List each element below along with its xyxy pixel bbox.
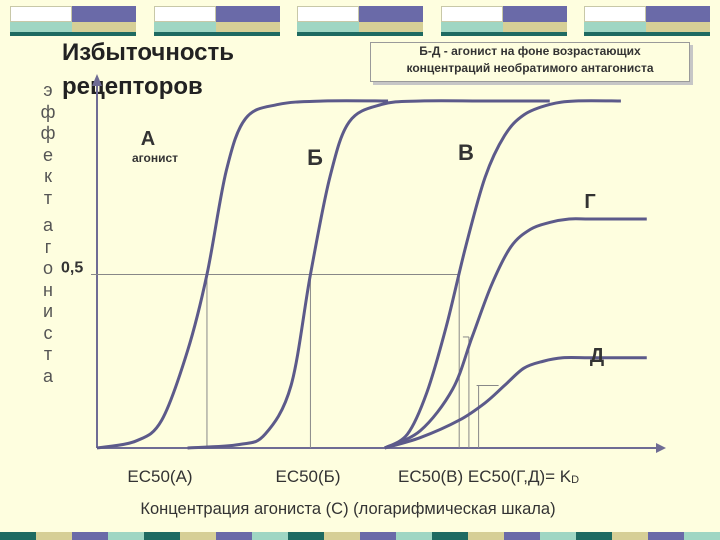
note-box: Б-Д - агонист на фоне возрастающих конце… bbox=[370, 42, 690, 82]
slide-title: Избыточность рецепторов bbox=[62, 36, 234, 104]
vertical-label-letter: т bbox=[43, 344, 53, 364]
vertical-label-letter: е bbox=[42, 144, 53, 165]
ec50-b-label: EC50(Б) bbox=[275, 467, 340, 486]
x-axis-label: Концентрация агониста (С) (логарифмическ… bbox=[140, 500, 555, 518]
vertical-label-letter: н bbox=[43, 279, 53, 300]
vertical-label-letter: а bbox=[42, 215, 53, 235]
series-label-a: А bbox=[141, 128, 155, 150]
note-line-2: концентраций необратимого антагониста bbox=[406, 61, 654, 75]
series-label-v: В bbox=[458, 140, 474, 165]
kd-subscript: D bbox=[571, 474, 579, 486]
x-axis-arrow bbox=[656, 443, 666, 453]
series-label-b: Б bbox=[307, 145, 323, 170]
vertical-label-letter: и bbox=[42, 301, 54, 321]
series-a-sublabel: агонист bbox=[132, 151, 178, 165]
note-line-1: Б-Д - агонист на фоне возрастающих bbox=[419, 44, 641, 58]
series-label-g: Г bbox=[584, 191, 595, 213]
decorative-footer-strip bbox=[0, 532, 720, 540]
y-tick-label-0-5: 0,5 bbox=[61, 260, 83, 277]
curve-g bbox=[384, 217, 647, 450]
title-line-2: рецепторов bbox=[62, 73, 203, 100]
vertical-label-letter: т bbox=[43, 187, 53, 208]
vertical-label-letter: к bbox=[44, 166, 52, 186]
title-line-1: Избыточность bbox=[62, 39, 235, 66]
curve-d bbox=[384, 356, 647, 450]
vertical-label-letter: г bbox=[44, 236, 52, 257]
ec50-v-g-d-label: EC50(B) EC50(Г,Д)= KD bbox=[398, 467, 579, 486]
curve-a bbox=[96, 99, 389, 450]
vertical-label-letter: о bbox=[42, 258, 53, 278]
vertical-label-letter: ф bbox=[40, 123, 56, 143]
vertical-label-letter: ф bbox=[40, 101, 56, 122]
ec50-a-label: EC50(A) bbox=[127, 467, 192, 486]
vertical-label-letter: с bbox=[43, 322, 53, 343]
vertical-label-letter: а bbox=[42, 365, 53, 386]
vertical-label-letter: э bbox=[43, 80, 53, 100]
y-axis-arrow bbox=[92, 74, 102, 86]
series-label-d: Д bbox=[590, 345, 604, 367]
decorative-header-strip bbox=[10, 6, 710, 36]
curve-b bbox=[187, 99, 550, 450]
curve-v bbox=[384, 99, 621, 450]
